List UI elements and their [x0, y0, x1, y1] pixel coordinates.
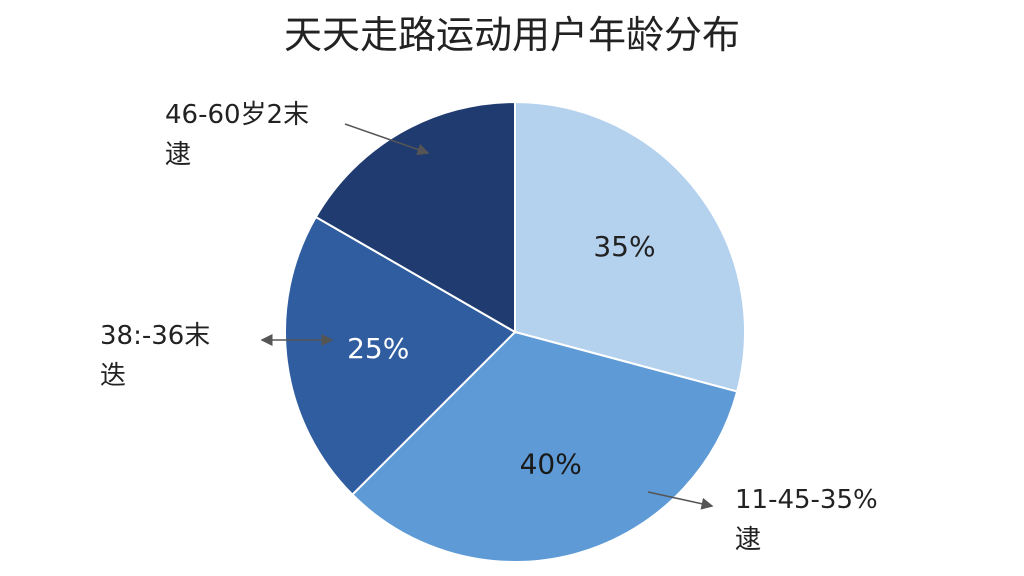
- slice-label: 35%: [593, 230, 655, 263]
- pie-slice: [284, 215, 517, 497]
- slice-label: 25%: [347, 332, 409, 365]
- label-arrow: [647, 491, 714, 510]
- slice-label: 40%: [520, 447, 582, 480]
- label-arrow: [344, 123, 430, 156]
- chart-title: 天天走路运动用户年龄分布: [284, 13, 740, 57]
- category-label: 11-45-35% 逮: [735, 485, 878, 555]
- pie-slice: [514, 100, 746, 393]
- pie-slice: [314, 100, 516, 334]
- category-label: 38:-36末 迭: [100, 321, 211, 391]
- pie-slice: [350, 330, 739, 563]
- category-label: 46-60岁2末 逮: [165, 100, 310, 170]
